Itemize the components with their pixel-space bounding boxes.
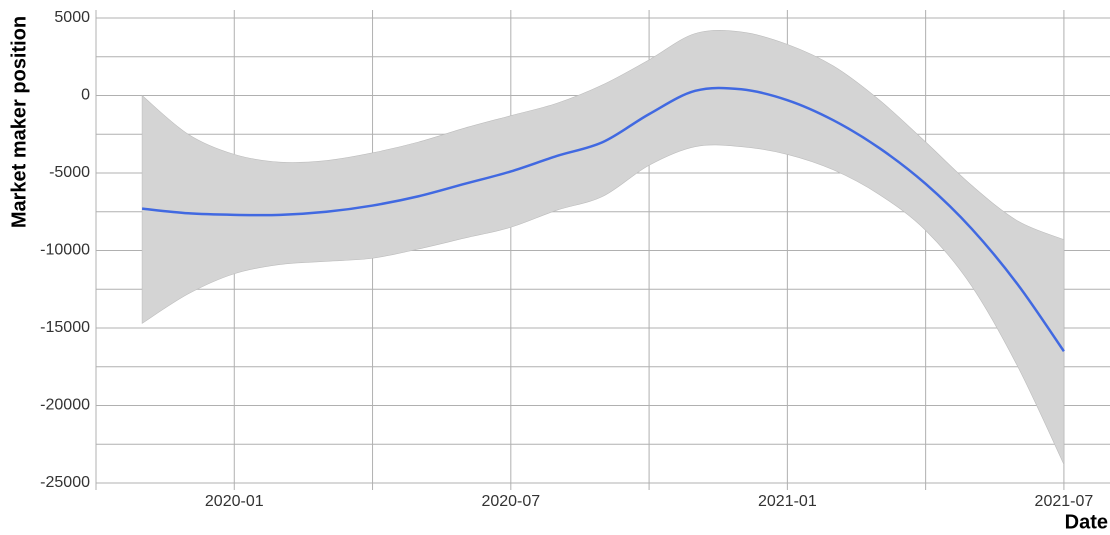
x-axis-label: Date [1065, 511, 1108, 533]
x-tick-label: 2021-01 [758, 493, 817, 510]
y-tick-label: -15000 [40, 319, 90, 336]
y-tick-label: -25000 [40, 474, 90, 491]
y-tick-label: 0 [81, 87, 90, 104]
y-tick-label: -10000 [40, 242, 90, 259]
x-tick-label: 2021-07 [1035, 493, 1094, 510]
y-tick-label: -20000 [40, 397, 90, 414]
confidence-band [141, 30, 1065, 465]
y-axis-label: Market maker position [8, 16, 30, 228]
x-tick-label: 2020-01 [205, 493, 264, 510]
y-tick-label: 5000 [54, 9, 90, 26]
line [141, 86, 1065, 352]
y-tick-label: -5000 [49, 164, 90, 181]
x-tick-label: 2020-07 [481, 493, 540, 510]
